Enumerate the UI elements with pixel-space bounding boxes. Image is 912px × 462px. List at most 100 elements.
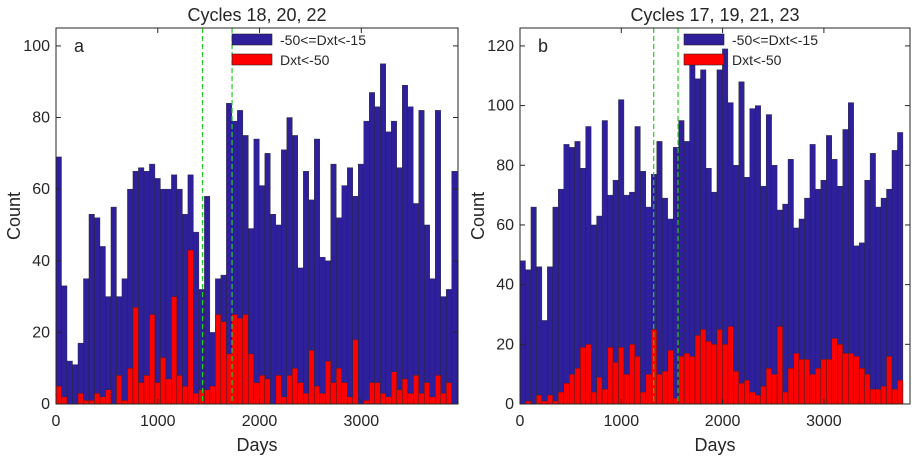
bar xyxy=(226,353,233,404)
bar xyxy=(319,256,326,404)
bar xyxy=(536,266,543,404)
y-tick-label: 40 xyxy=(32,253,50,270)
bar xyxy=(182,385,189,404)
x-tick-label: 0 xyxy=(516,413,525,430)
y-tick-label: 100 xyxy=(23,38,50,55)
bar xyxy=(601,120,608,404)
bar xyxy=(842,353,849,404)
legend-swatch xyxy=(231,53,273,66)
bar xyxy=(640,171,647,404)
bar xyxy=(552,206,559,404)
bar xyxy=(314,138,320,404)
bar xyxy=(547,266,554,404)
bar xyxy=(253,382,260,404)
bar xyxy=(607,347,614,404)
y-tick-label: 80 xyxy=(32,110,50,127)
bar xyxy=(579,347,586,404)
legend-swatch xyxy=(683,33,725,46)
bar xyxy=(848,353,854,404)
bar xyxy=(143,375,150,404)
bar xyxy=(292,367,299,404)
bar xyxy=(325,360,331,404)
bar xyxy=(231,314,238,404)
bar xyxy=(864,373,871,404)
bar xyxy=(463,143,468,404)
bar xyxy=(820,359,827,404)
chart-title: Cycles 18, 20, 22 xyxy=(187,5,326,25)
bar xyxy=(705,341,712,404)
bar xyxy=(330,163,337,404)
bar xyxy=(363,400,370,404)
series-moderate xyxy=(56,63,468,404)
bar xyxy=(886,356,893,404)
bar xyxy=(689,54,696,404)
bar xyxy=(341,382,348,404)
bar xyxy=(385,396,392,404)
chart-title: Cycles 17, 19, 21, 23 xyxy=(630,5,799,25)
bar xyxy=(385,131,392,404)
bar xyxy=(165,378,172,404)
bar xyxy=(782,391,789,404)
bar xyxy=(558,391,564,404)
bar xyxy=(858,367,865,404)
bar xyxy=(99,246,106,404)
bar xyxy=(809,373,816,404)
chart-panel-a: 0 1000 2000 3000 0 20 40 60 80 100 Cycles 18, 20, … xyxy=(4,5,468,455)
bar xyxy=(640,391,647,404)
bar xyxy=(143,171,150,404)
y-axis-label: Count xyxy=(468,192,488,240)
bar xyxy=(286,375,293,404)
bar xyxy=(391,371,397,404)
bar xyxy=(105,389,112,404)
bar xyxy=(391,120,397,404)
bar xyxy=(61,396,68,404)
bar xyxy=(541,320,548,404)
bar xyxy=(165,188,172,404)
bar xyxy=(435,110,441,404)
bar xyxy=(198,389,205,404)
bar xyxy=(341,185,348,404)
panel-label: b xyxy=(538,36,548,56)
x-tick-label: 3000 xyxy=(344,413,380,430)
bar xyxy=(358,163,364,404)
bar xyxy=(618,347,625,404)
bar xyxy=(259,185,266,404)
bar xyxy=(281,396,288,404)
bar xyxy=(760,385,767,404)
x-tick-label: 1000 xyxy=(140,413,176,430)
bar xyxy=(623,373,630,404)
bar xyxy=(451,171,458,404)
bar xyxy=(138,382,145,404)
bar xyxy=(380,63,386,404)
x-tick-label: 2000 xyxy=(242,413,278,430)
bar xyxy=(864,179,871,404)
bar xyxy=(193,231,200,404)
bar xyxy=(56,385,62,404)
bar xyxy=(105,296,112,404)
bar xyxy=(853,356,860,404)
bar xyxy=(530,206,537,404)
y-tick-label: 20 xyxy=(32,324,50,341)
bar xyxy=(590,391,597,404)
bar xyxy=(413,375,419,404)
bar xyxy=(782,203,789,404)
bar xyxy=(733,165,740,404)
bar xyxy=(264,378,271,404)
x-axis-label: Days xyxy=(236,435,277,455)
bar xyxy=(88,400,95,404)
bar xyxy=(61,285,68,404)
bar xyxy=(558,188,564,404)
bar xyxy=(347,167,353,404)
bar xyxy=(700,329,707,404)
bar xyxy=(248,353,255,404)
bar xyxy=(154,178,161,404)
axes-box xyxy=(55,27,459,405)
bar xyxy=(744,379,750,404)
plot-area xyxy=(56,28,468,404)
bar xyxy=(330,382,337,404)
bar xyxy=(275,375,282,404)
bar xyxy=(623,194,630,404)
bar xyxy=(171,296,178,404)
legend-entry-label: -50<=Dxt<-15 xyxy=(732,32,818,48)
